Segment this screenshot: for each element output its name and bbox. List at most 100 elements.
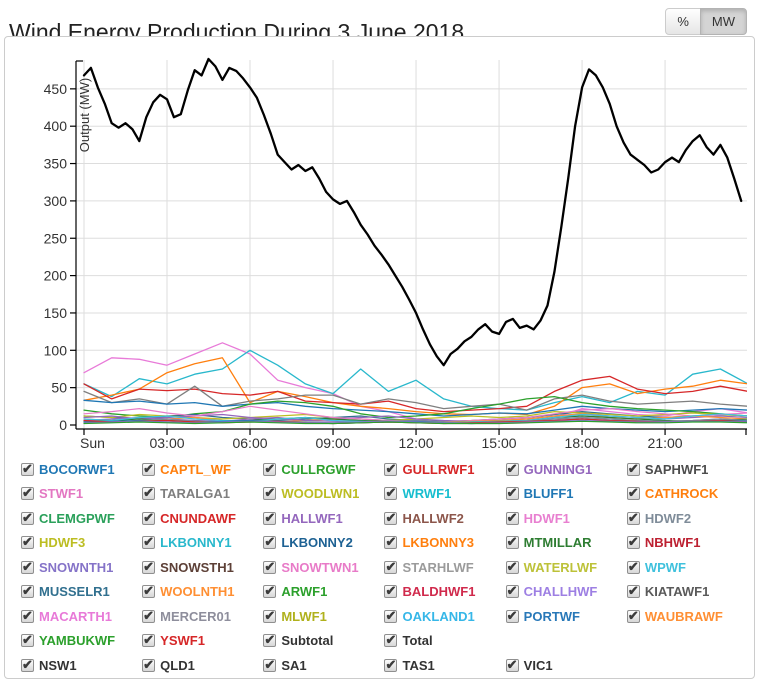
legend-item-kiatawf1[interactable]: KIATAWF1 <box>626 584 748 599</box>
legend-checkbox-yambukwf[interactable] <box>21 633 34 648</box>
legend-item-cnundawf[interactable]: CNUNDAWF <box>142 511 263 526</box>
legend-checkbox-saphwf1[interactable] <box>626 462 640 477</box>
legend-item-nbhwf1[interactable]: NBHWF1 <box>626 535 748 550</box>
legend-checkbox-snowsth1[interactable] <box>142 560 156 575</box>
legend-checkbox-yswf1[interactable] <box>142 633 156 648</box>
legend-item-tas1[interactable]: TAS1 <box>384 658 505 673</box>
legend-item-lkbonny1[interactable]: LKBONNY1 <box>142 535 263 550</box>
legend-checkbox-wpwf[interactable] <box>626 560 640 575</box>
legend-checkbox-nsw1[interactable] <box>21 658 34 673</box>
legend-item-challhwf[interactable]: CHALLHWF <box>505 584 627 599</box>
legend-item-oakland1[interactable]: OAKLAND1 <box>384 609 505 624</box>
legend-checkbox-cathrock[interactable] <box>626 486 640 501</box>
legend-item-hdwf2[interactable]: HDWF2 <box>626 511 748 526</box>
legend-item-baldhwf1[interactable]: BALDHWF1 <box>384 584 505 599</box>
legend-item-bocorwf1[interactable]: BOCORWF1 <box>21 462 142 477</box>
legend-item-saphwf1[interactable]: SAPHWF1 <box>626 462 748 477</box>
legend-item-yambukwf[interactable]: YAMBUKWF <box>21 633 142 648</box>
legend-item-snowtwn1[interactable]: SNOWTWN1 <box>263 560 384 575</box>
legend-item-macarth1[interactable]: MACARTH1 <box>21 609 142 624</box>
legend-item-wpwf[interactable]: WPWF <box>626 560 748 575</box>
legend-checkbox-waterlwf[interactable] <box>505 560 519 575</box>
legend-item-mercer01[interactable]: MERCER01 <box>142 609 263 624</box>
legend-item-snownth1[interactable]: SNOWNTH1 <box>21 560 142 575</box>
unit-mw-button[interactable]: MW <box>699 8 747 35</box>
legend-checkbox-lkbonny1[interactable] <box>142 535 156 550</box>
legend-item-mtmillar[interactable]: MTMILLAR <box>505 535 627 550</box>
legend-checkbox-gunning1[interactable] <box>505 462 519 477</box>
legend-checkbox-baldhwf1[interactable] <box>384 584 398 599</box>
legend-checkbox-woodlwn1[interactable] <box>263 486 277 501</box>
legend-item-waubrawf[interactable]: WAUBRAWF <box>626 609 748 624</box>
legend-checkbox-mlwf1[interactable] <box>263 609 277 624</box>
legend-item-clemgpwf[interactable]: CLEMGPWF <box>21 511 142 526</box>
legend-item-total[interactable]: Total <box>384 633 505 648</box>
legend-item-taralga1[interactable]: TARALGA1 <box>142 486 263 501</box>
legend-item-hallwf2[interactable]: HALLWF2 <box>384 511 505 526</box>
legend-checkbox-snowtwn1[interactable] <box>263 560 277 575</box>
legend-item-yswf1[interactable]: YSWF1 <box>142 633 263 648</box>
legend-item-hdwf1[interactable]: HDWF1 <box>505 511 627 526</box>
legend-checkbox-kiatawf1[interactable] <box>626 584 640 599</box>
legend-item-sa1[interactable]: SA1 <box>263 658 384 673</box>
legend-item-snowsth1[interactable]: SNOWSTH1 <box>142 560 263 575</box>
legend-checkbox-hdwf2[interactable] <box>626 511 640 526</box>
legend-checkbox-cullrgwf[interactable] <box>263 462 277 477</box>
legend-checkbox-nbhwf1[interactable] <box>626 535 640 550</box>
legend-checkbox-subtotal[interactable] <box>263 633 277 648</box>
legend-checkbox-wrwf1[interactable] <box>384 486 398 501</box>
legend-item-gullrwf1[interactable]: GULLRWF1 <box>384 462 505 477</box>
legend-checkbox-total[interactable] <box>384 633 398 648</box>
legend-item-vic1[interactable]: VIC1 <box>505 658 627 673</box>
legend-item-stwf1[interactable]: STWF1 <box>21 486 142 501</box>
legend-checkbox-waubrawf[interactable] <box>626 609 640 624</box>
legend-checkbox-gullrwf1[interactable] <box>384 462 398 477</box>
legend-checkbox-hallwf1[interactable] <box>263 511 277 526</box>
legend-item-waterlwf[interactable]: WATERLWF <box>505 560 627 575</box>
legend-checkbox-lkbonny2[interactable] <box>263 535 277 550</box>
legend-checkbox-captl-wf[interactable] <box>142 462 156 477</box>
legend-item-woolnth1[interactable]: WOOLNTH1 <box>142 584 263 599</box>
legend-item-wrwf1[interactable]: WRWF1 <box>384 486 505 501</box>
legend-item-hdwf3[interactable]: HDWF3 <box>21 535 142 550</box>
legend-checkbox-snownth1[interactable] <box>21 560 34 575</box>
legend-item-woodlwn1[interactable]: WOODLWN1 <box>263 486 384 501</box>
legend-item-subtotal[interactable]: Subtotal <box>263 633 384 648</box>
legend-item-captl-wf[interactable]: CAPTL_WF <box>142 462 263 477</box>
unit-percent-button[interactable]: % <box>665 8 701 35</box>
legend-checkbox-hdwf1[interactable] <box>505 511 519 526</box>
legend-item-portwf[interactable]: PORTWF <box>505 609 627 624</box>
legend-checkbox-portwf[interactable] <box>505 609 519 624</box>
legend-checkbox-mtmillar[interactable] <box>505 535 519 550</box>
legend-item-cullrgwf[interactable]: CULLRGWF <box>263 462 384 477</box>
legend-item-bluff1[interactable]: BLUFF1 <box>505 486 627 501</box>
legend-checkbox-macarth1[interactable] <box>21 609 34 624</box>
legend-item-starhlwf[interactable]: STARHLWF <box>384 560 505 575</box>
legend-item-lkbonny3[interactable]: LKBONNY3 <box>384 535 505 550</box>
legend-item-nsw1[interactable]: NSW1 <box>21 658 142 673</box>
legend-checkbox-lkbonny3[interactable] <box>384 535 398 550</box>
legend-checkbox-challhwf[interactable] <box>505 584 519 599</box>
legend-checkbox-taralga1[interactable] <box>142 486 156 501</box>
legend-item-cathrock[interactable]: CATHROCK <box>626 486 748 501</box>
legend-item-gunning1[interactable]: GUNNING1 <box>505 462 627 477</box>
legend-item-musselr1[interactable]: MUSSELR1 <box>21 584 142 599</box>
legend-checkbox-sa1[interactable] <box>263 658 277 673</box>
legend-item-lkbonny2[interactable]: LKBONNY2 <box>263 535 384 550</box>
legend-item-hallwf1[interactable]: HALLWF1 <box>263 511 384 526</box>
legend-checkbox-stwf1[interactable] <box>21 486 34 501</box>
legend-checkbox-cnundawf[interactable] <box>142 511 156 526</box>
legend-checkbox-arwf1[interactable] <box>263 584 277 599</box>
legend-checkbox-hallwf2[interactable] <box>384 511 398 526</box>
legend-checkbox-clemgpwf[interactable] <box>21 511 34 526</box>
legend-item-arwf1[interactable]: ARWF1 <box>263 584 384 599</box>
legend-item-mlwf1[interactable]: MLWF1 <box>263 609 384 624</box>
legend-checkbox-qld1[interactable] <box>142 658 156 673</box>
legend-checkbox-musselr1[interactable] <box>21 584 34 599</box>
legend-checkbox-vic1[interactable] <box>505 658 519 673</box>
legend-checkbox-woolnth1[interactable] <box>142 584 156 599</box>
legend-checkbox-starhlwf[interactable] <box>384 560 398 575</box>
legend-checkbox-mercer01[interactable] <box>142 609 156 624</box>
legend-checkbox-oakland1[interactable] <box>384 609 398 624</box>
legend-checkbox-hdwf3[interactable] <box>21 535 34 550</box>
